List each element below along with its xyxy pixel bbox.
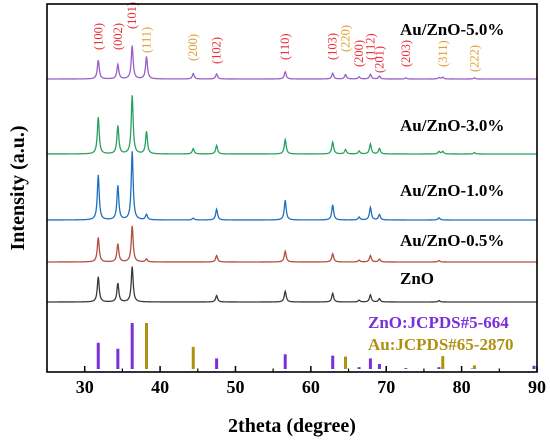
- x-tick-label: 70: [377, 377, 395, 397]
- hkl-label: (101): [125, 2, 139, 29]
- hkl-label: (311): [436, 40, 450, 67]
- reference-legend-entry: ZnO:JCPDS#5-664: [368, 313, 509, 332]
- xrd-traces: [46, 45, 537, 303]
- hkl-label: (203): [399, 40, 413, 67]
- x-tick-label: 30: [76, 377, 94, 397]
- x-tick-label: 50: [226, 377, 244, 397]
- plot-frame: [46, 3, 538, 373]
- hkl-label: (002): [111, 23, 125, 50]
- hkl-label: (103): [326, 33, 340, 60]
- x-tick-label: 60: [302, 377, 320, 397]
- sample-label: Au/ZnO-3.0%: [400, 116, 504, 135]
- reference-legend: ZnO:JCPDS#5-664 Au:JCPDS#65-2870: [368, 313, 513, 354]
- hkl-label: (201): [372, 46, 386, 73]
- hkl-annotations: (100) (002)(101)(111) (200) (102) (110) (103)…: [91, 2, 481, 73]
- hkl-label: (111): [140, 27, 154, 53]
- trace-Au/ZnO-1.0%: [46, 151, 537, 221]
- sample-label: Au/ZnO-0.5%: [400, 231, 504, 250]
- hkl-label: (110): [278, 33, 292, 60]
- x-axis-label: 2theta (degree): [228, 415, 356, 437]
- y-axis-label: Intensity (a.u.): [7, 125, 29, 250]
- x-tick-label: 80: [453, 377, 471, 397]
- hkl-label: (220): [339, 25, 353, 52]
- hkl-label: (100): [91, 23, 105, 50]
- sample-label: Au/ZnO-5.0%: [400, 20, 504, 39]
- trace-Au/ZnO-3.0%: [47, 95, 537, 155]
- trace-Au/ZnO-5.0%: [47, 45, 537, 80]
- reference-patterns: [96, 323, 536, 369]
- trace-ZnO: [47, 266, 537, 303]
- hkl-label: (200): [352, 40, 366, 67]
- trace-Au/ZnO-0.5%: [47, 225, 537, 263]
- sample-label: ZnO: [400, 269, 434, 288]
- sample-label: Au/ZnO-1.0%: [400, 181, 504, 200]
- hkl-label: (200): [186, 34, 200, 61]
- x-axis-ticks: 30 40 50 60 70 80 90: [46, 366, 546, 397]
- reference-legend-entry: Au:JCPDS#65-2870: [368, 335, 513, 354]
- x-tick-label: 90: [528, 377, 546, 397]
- hkl-label: (222): [467, 45, 481, 72]
- sample-labels: ZnO Au/ZnO-0.5% Au/ZnO-1.0% Au/ZnO-3.0% Au/Z…: [400, 20, 504, 288]
- hkl-label: (102): [210, 37, 224, 64]
- x-tick-label: 40: [151, 377, 169, 397]
- hkl-label: (112): [363, 33, 377, 60]
